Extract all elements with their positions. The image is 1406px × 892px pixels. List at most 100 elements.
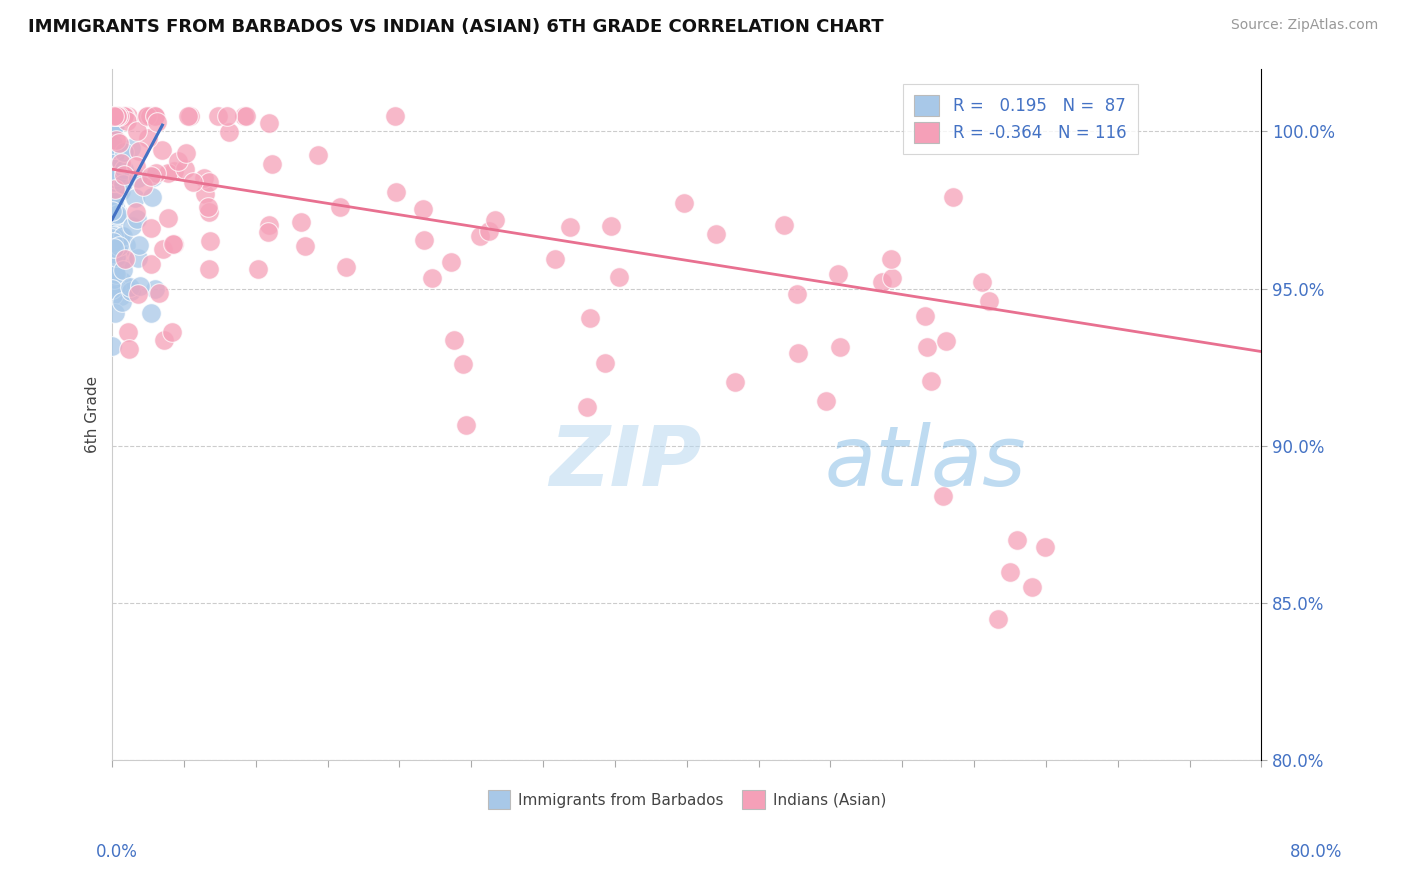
Point bbox=[593, 356, 616, 370]
Point bbox=[870, 276, 893, 290]
Point bbox=[335, 260, 357, 274]
Point bbox=[484, 213, 506, 227]
Point bbox=[107, 206, 129, 220]
Point bbox=[103, 235, 125, 249]
Point bbox=[103, 217, 125, 231]
Point bbox=[558, 219, 581, 234]
Point bbox=[198, 234, 221, 248]
Point bbox=[103, 268, 125, 282]
Point bbox=[787, 345, 810, 359]
Point bbox=[163, 164, 186, 178]
Point bbox=[104, 200, 127, 214]
Point bbox=[107, 209, 129, 223]
Point bbox=[105, 242, 128, 256]
Point bbox=[103, 194, 125, 209]
Point bbox=[101, 161, 124, 175]
Point bbox=[1033, 540, 1056, 554]
Point bbox=[146, 115, 169, 129]
Point bbox=[114, 109, 136, 123]
Point bbox=[108, 109, 131, 123]
Point bbox=[468, 228, 491, 243]
Point bbox=[148, 286, 170, 301]
Point bbox=[882, 270, 904, 285]
Point bbox=[103, 175, 125, 189]
Point bbox=[128, 145, 150, 159]
Point bbox=[150, 143, 173, 157]
Point bbox=[998, 565, 1021, 579]
Point bbox=[101, 339, 124, 353]
Point bbox=[103, 109, 125, 123]
Point bbox=[104, 266, 127, 280]
Point bbox=[607, 270, 630, 285]
Point bbox=[599, 219, 621, 233]
Point bbox=[101, 244, 124, 259]
Point bbox=[880, 252, 903, 266]
Point bbox=[127, 170, 149, 185]
Point bbox=[104, 187, 127, 202]
Legend: Immigrants from Barbados, Indians (Asian): Immigrants from Barbados, Indians (Asian… bbox=[481, 784, 891, 815]
Point bbox=[112, 228, 135, 243]
Point bbox=[112, 109, 135, 123]
Point bbox=[112, 145, 135, 159]
Point bbox=[105, 109, 128, 123]
Point bbox=[127, 251, 149, 265]
Point bbox=[103, 256, 125, 270]
Point bbox=[942, 190, 965, 204]
Point bbox=[105, 267, 128, 281]
Point bbox=[987, 612, 1010, 626]
Point bbox=[385, 185, 408, 199]
Point bbox=[105, 109, 128, 123]
Point bbox=[915, 340, 938, 354]
Point bbox=[1021, 581, 1043, 595]
Point bbox=[443, 333, 465, 347]
Point bbox=[103, 142, 125, 156]
Point bbox=[181, 175, 204, 189]
Point bbox=[103, 272, 125, 286]
Point bbox=[110, 155, 132, 169]
Point bbox=[152, 242, 174, 256]
Point bbox=[101, 203, 124, 218]
Point bbox=[257, 218, 280, 232]
Point bbox=[262, 157, 284, 171]
Point bbox=[177, 109, 200, 123]
Point bbox=[420, 271, 443, 285]
Point bbox=[111, 178, 134, 192]
Point bbox=[103, 162, 125, 177]
Point bbox=[114, 252, 136, 266]
Point bbox=[104, 216, 127, 230]
Point bbox=[125, 204, 148, 219]
Point bbox=[105, 280, 128, 294]
Point bbox=[218, 125, 240, 139]
Point bbox=[454, 418, 477, 433]
Point bbox=[103, 194, 125, 209]
Point bbox=[101, 278, 124, 293]
Point bbox=[157, 166, 180, 180]
Point bbox=[112, 168, 135, 182]
Point bbox=[124, 159, 146, 173]
Point bbox=[127, 287, 149, 301]
Point bbox=[478, 224, 501, 238]
Point bbox=[111, 252, 134, 267]
Point bbox=[120, 284, 142, 298]
Point bbox=[193, 170, 215, 185]
Point bbox=[141, 190, 163, 204]
Point bbox=[135, 110, 157, 124]
Point bbox=[773, 218, 796, 232]
Point bbox=[920, 374, 942, 388]
Point bbox=[103, 244, 125, 259]
Point bbox=[103, 205, 125, 219]
Text: Source: ZipAtlas.com: Source: ZipAtlas.com bbox=[1230, 18, 1378, 32]
Point bbox=[329, 200, 352, 214]
Point bbox=[174, 162, 197, 177]
Point bbox=[101, 225, 124, 239]
Point bbox=[932, 489, 955, 503]
Point bbox=[105, 133, 128, 147]
Point bbox=[107, 245, 129, 260]
Point bbox=[104, 208, 127, 222]
Point bbox=[207, 109, 229, 123]
Point bbox=[290, 214, 312, 228]
Point bbox=[413, 233, 436, 247]
Point bbox=[132, 178, 155, 193]
Point bbox=[143, 109, 166, 123]
Point bbox=[104, 306, 127, 320]
